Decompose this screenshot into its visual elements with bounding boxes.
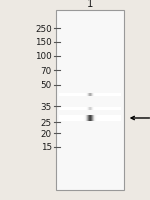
Text: 50: 50 (40, 81, 52, 90)
Text: 15: 15 (41, 143, 52, 152)
Text: 35: 35 (40, 102, 52, 111)
Text: 250: 250 (35, 24, 52, 33)
Text: 1: 1 (87, 0, 93, 9)
Text: 150: 150 (35, 38, 52, 47)
Bar (56, 11, 124, 190)
Text: 70: 70 (40, 66, 52, 75)
Text: 20: 20 (41, 129, 52, 138)
Text: 25: 25 (41, 118, 52, 127)
Text: 100: 100 (35, 52, 52, 61)
